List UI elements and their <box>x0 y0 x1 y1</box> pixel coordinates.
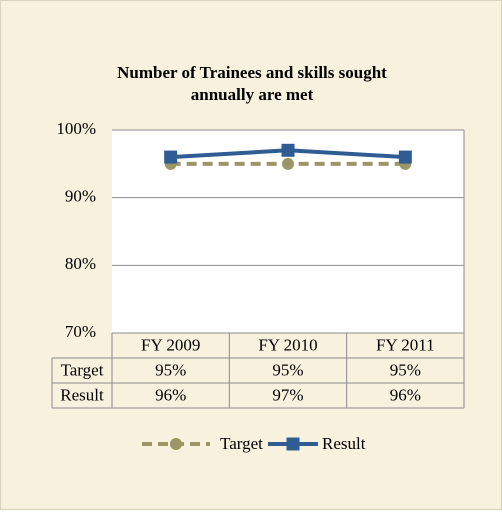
y-tick-label: 100% <box>56 119 96 138</box>
table-value: 97% <box>272 385 303 404</box>
chart-title: Number of Trainees and skills sought <box>117 63 387 82</box>
x-tick-label: FY 2010 <box>258 335 317 354</box>
point-marker <box>164 150 178 164</box>
y-tick-label: 90% <box>65 187 96 206</box>
point-marker <box>281 143 295 157</box>
point-marker <box>282 157 294 170</box>
table-value: 95% <box>272 360 303 379</box>
table-row-label: Result <box>60 385 104 404</box>
table-value: 95% <box>390 360 421 379</box>
table-value: 95% <box>155 360 186 379</box>
legend-label: Result <box>322 434 366 453</box>
table-value: 96% <box>390 385 421 404</box>
legend-label: Target <box>220 434 263 453</box>
chart-title: annually are met <box>191 85 314 104</box>
legend-marker <box>286 437 300 451</box>
x-tick-label: FY 2009 <box>141 335 200 354</box>
y-tick-label: 80% <box>65 254 96 273</box>
legend-marker <box>170 438 182 450</box>
table-row-label: Target <box>61 360 104 379</box>
table-value: 96% <box>155 385 186 404</box>
y-tick-label: 70% <box>65 322 96 341</box>
point-marker <box>398 150 412 164</box>
x-tick-label: FY 2011 <box>376 335 435 354</box>
